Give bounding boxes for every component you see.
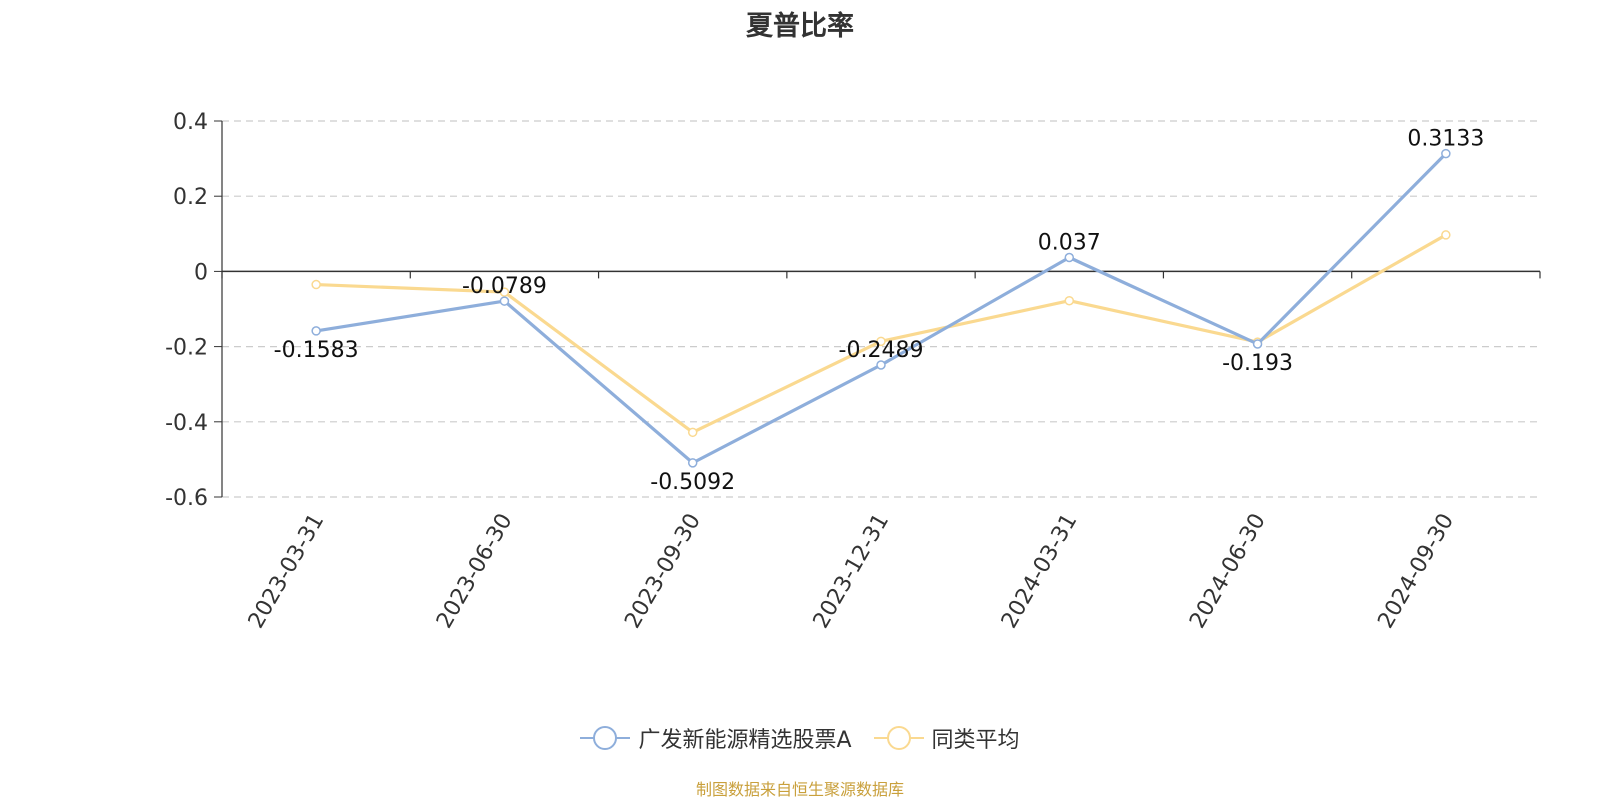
data-label: -0.2489 (839, 338, 924, 363)
data-source-note: 制图数据来自恒生聚源数据库 (695, 780, 904, 799)
data-point-series-2 (499, 287, 510, 297)
legend-item-series-2[interactable]: 同类平均 (873, 722, 1020, 754)
data-point-series-2 (876, 336, 886, 347)
data-point-series-1 (1064, 252, 1075, 263)
data-point-series-1 (311, 326, 321, 336)
data-point-series-1 (1441, 148, 1451, 159)
y-tick-label: -0.2 (165, 336, 208, 361)
legend-label-series-1: 广发新能源精选股票A (638, 728, 852, 753)
data-label: 0.3133 (1407, 127, 1484, 152)
data-point-series-2 (1441, 230, 1451, 240)
x-tick-label: 2024-03-31 (997, 510, 1083, 633)
x-tick-label: 2023-09-30 (620, 510, 706, 633)
legend-label-series-2: 同类平均 (931, 728, 1020, 753)
y-tick-label: 0.2 (173, 185, 208, 210)
x-tick-label: 2023-12-31 (809, 510, 895, 633)
data-label: -0.0789 (462, 274, 547, 299)
line-chart: 0.4 0.2 0 -0.2 -0.4 -0.6 2023-03-31 2023-06-30 2… (165, 110, 1541, 633)
x-tick-label: 2023-03-31 (244, 510, 330, 633)
data-label: -0.1583 (274, 338, 359, 363)
y-tick-label: -0.6 (165, 486, 208, 511)
chart-title: 夏普比率 (746, 11, 854, 42)
data-label: -0.5092 (650, 470, 735, 495)
legend-item-series-1[interactable]: 广发新能源精选股票A (580, 722, 852, 754)
legend-line-circle-icon-series-2 (873, 724, 924, 752)
x-tick-label: 2024-06-30 (1185, 510, 1271, 633)
series-line-1 (315, 152, 1447, 465)
x-tick-label: 2024-09-30 (1373, 510, 1459, 633)
y-tick-label: -0.4 (165, 411, 208, 436)
data-point-series-2 (1064, 295, 1075, 306)
data-point-series-1 (876, 360, 886, 370)
series-line-2 (316, 233, 1447, 434)
y-tick-label: 0 (194, 260, 208, 285)
data-point-series-1 (1252, 339, 1263, 349)
data-label: -0.193 (1222, 351, 1293, 376)
y-tick-label: 0.4 (173, 110, 208, 135)
data-point-series-2 (687, 427, 698, 438)
chart-legend: 广发新能源精选股票A 同类平均 (0, 722, 1600, 754)
data-label: 0.037 (1038, 230, 1101, 255)
data-point-series-1 (687, 458, 698, 468)
data-point-series-1 (499, 296, 510, 306)
x-tick-label: 2023-06-30 (432, 510, 518, 633)
legend-line-circle-icon-series-1 (580, 724, 631, 752)
data-point-series-2 (311, 279, 321, 290)
